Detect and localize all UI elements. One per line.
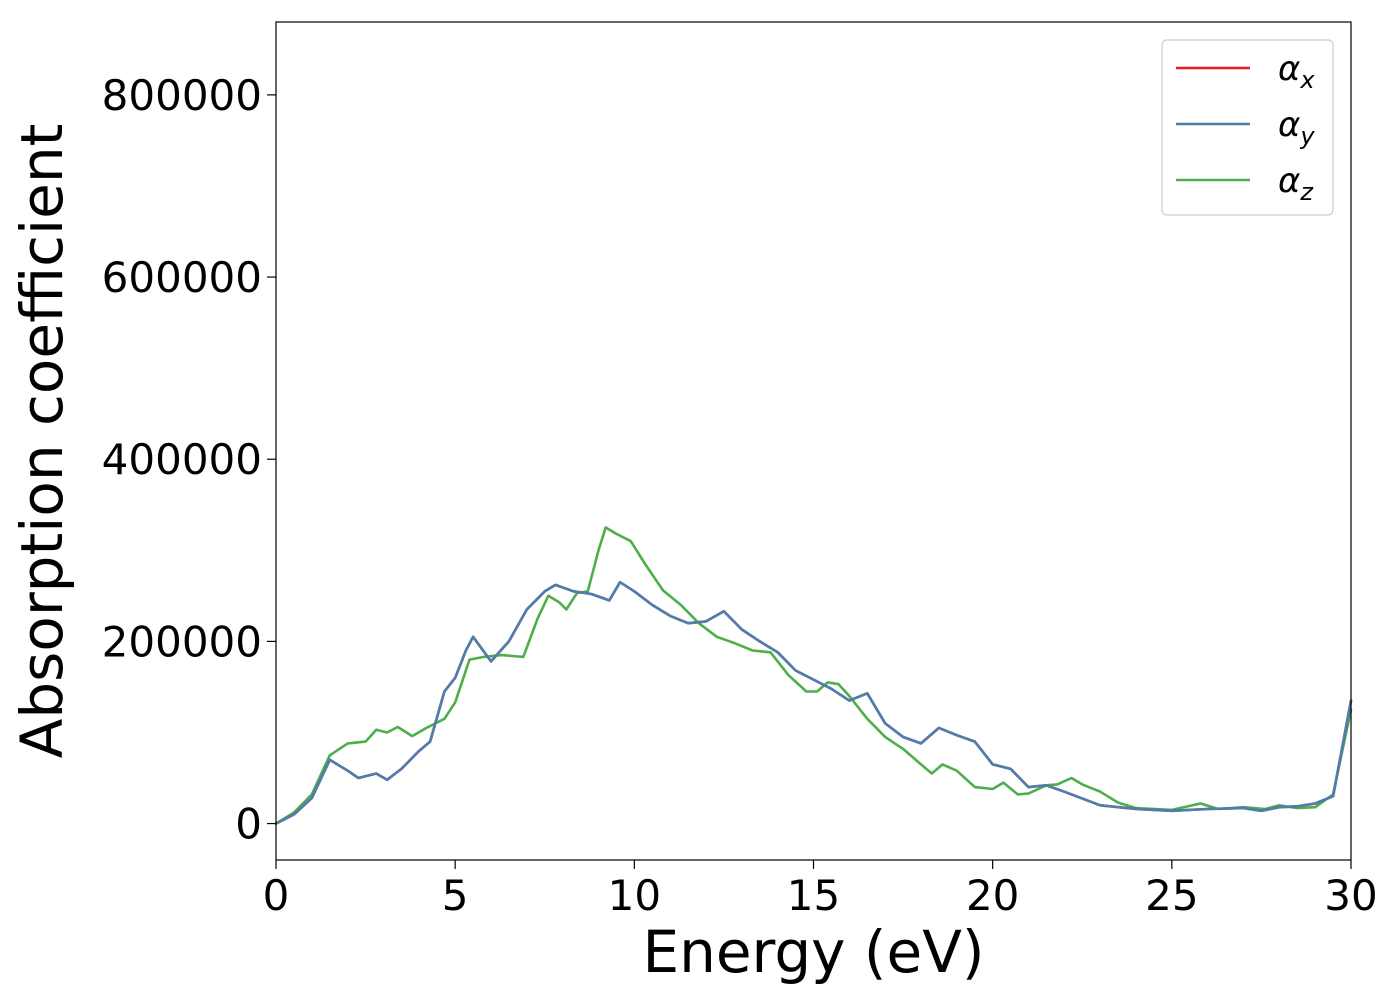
legend: αx αy αz (1161, 39, 1334, 216)
legend-label-y: αy (1278, 105, 1315, 150)
series-line-x (274, 580, 1353, 825)
x-tick-label: 25 (1145, 871, 1198, 920)
x-axis: 0 5 10 15 20 25 30 (263, 860, 1378, 920)
series-line-z (274, 526, 1353, 825)
y-tick-label: 0 (235, 800, 262, 849)
x-axis-title: Energy (eV) (642, 918, 984, 986)
y-tick-label: 800000 (102, 71, 262, 120)
legend-label-x: αx (1278, 49, 1315, 94)
x-tick-label: 15 (787, 871, 840, 920)
y-tick-label: 400000 (102, 435, 262, 484)
y-tick-label: 600000 (102, 253, 262, 302)
x-tick-label: 5 (442, 871, 469, 920)
x-tick-label: 20 (966, 871, 1019, 920)
y-tick-label: 200000 (102, 617, 262, 666)
y-axis-title: Absorption coefficient (8, 124, 76, 759)
series-line-y (274, 580, 1353, 825)
x-tick-label: 0 (263, 871, 290, 920)
legend-label-z: αz (1278, 161, 1314, 206)
legend-box (1161, 39, 1334, 216)
y-axis: 0 200000 400000 600000 800000 (102, 71, 276, 849)
x-tick-label: 30 (1324, 871, 1377, 920)
x-tick-label: 10 (608, 871, 661, 920)
plot-lines (274, 526, 1353, 825)
